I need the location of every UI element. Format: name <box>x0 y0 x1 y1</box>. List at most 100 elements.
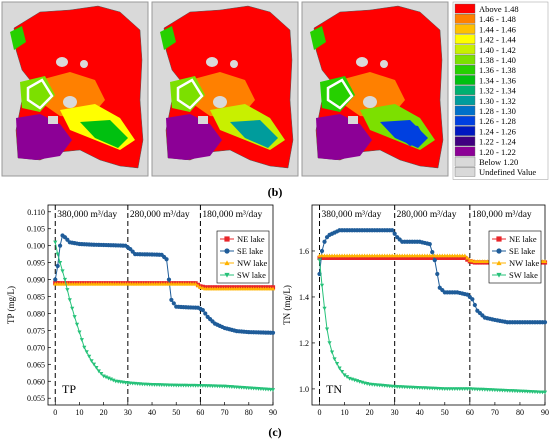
legend-label: Above 1.48 <box>479 4 519 14</box>
data-point <box>77 330 82 335</box>
data-point <box>496 248 502 254</box>
legend-label: 1.44 - 1.46 <box>479 24 516 34</box>
legend-label: 1.32 - 1.34 <box>479 86 517 96</box>
legend-label: 1.40 - 1.42 <box>479 45 516 55</box>
y-tick-label: 0.070 <box>27 343 45 352</box>
data-point <box>317 258 322 263</box>
data-point <box>332 357 337 362</box>
data-point <box>390 255 395 260</box>
data-point <box>367 255 372 260</box>
y-tick-label: 0.110 <box>27 208 45 217</box>
map-panel-1 <box>1 1 149 177</box>
island <box>48 116 58 124</box>
legend-label: SW lake <box>509 270 538 280</box>
legend-swatch <box>454 166 476 177</box>
data-point <box>164 257 169 262</box>
corner-label: TN <box>326 382 342 396</box>
legend-swatch <box>454 64 476 75</box>
chart-legend: NE lake SE lake NW lake SW lake <box>216 230 270 284</box>
map-panel-3 <box>301 1 449 177</box>
y-tick-label: 0.080 <box>27 309 45 318</box>
data-point <box>198 285 203 290</box>
data-point <box>169 297 174 303</box>
panel-label-c: (c) <box>268 425 281 439</box>
y-tick-label: 0.055 <box>27 394 45 403</box>
legend-label: 1.28 - 1.30 <box>479 106 516 116</box>
data-point <box>542 259 548 264</box>
data-point <box>62 277 68 282</box>
plot-frame <box>311 204 546 406</box>
data-point <box>103 375 109 380</box>
data-point <box>329 350 335 355</box>
sw-zone-purple <box>316 114 372 160</box>
legend-label: NW lake <box>237 258 268 268</box>
data-point <box>89 359 94 364</box>
tn-chart: 0 10 20 30 40 50 60 70 80 90 1.0 1.2 1.4 1.6 TN (mg/L)… <box>282 204 549 417</box>
data-point <box>430 255 435 260</box>
x-tick-label: 70 <box>221 408 229 417</box>
island <box>230 60 238 68</box>
y-tick-label: 0.060 <box>27 377 45 386</box>
data-point <box>342 373 347 378</box>
data-point <box>390 228 395 233</box>
legend-swatch <box>454 24 476 34</box>
legend-label: 1.24 - 1.26 <box>479 126 516 136</box>
data-point <box>370 255 375 260</box>
y-axis-label: TN (mg/L) <box>282 285 292 325</box>
data-point <box>377 255 382 260</box>
data-point <box>427 241 432 247</box>
data-point <box>410 255 415 260</box>
x-tick-label: 20 <box>366 408 374 417</box>
data-point <box>452 255 457 260</box>
series-se-lake <box>317 228 548 325</box>
data-point <box>74 322 80 327</box>
map-legend: Above 1.481.46 - 1.481.44 - 1.461.42 - 1… <box>452 1 549 180</box>
x-tick-label: 60 <box>466 408 474 417</box>
x-tick-label: 70 <box>491 408 499 417</box>
data-point <box>437 255 442 260</box>
legend-swatch <box>454 136 476 147</box>
data-point <box>385 255 390 260</box>
phase-label: 180,000 m³/day <box>472 210 532 220</box>
y-tick-label: 0.100 <box>27 242 45 251</box>
data-point <box>72 315 77 319</box>
data-point <box>360 255 365 260</box>
data-point <box>397 255 402 260</box>
legend-swatch <box>454 115 476 126</box>
phase-label: 380,000 m³/day <box>322 210 382 220</box>
data-point <box>53 277 58 282</box>
data-point <box>352 255 357 260</box>
data-point <box>337 255 342 260</box>
data-point <box>334 255 340 260</box>
data-point <box>87 354 92 359</box>
data-point <box>407 255 412 260</box>
data-point <box>319 248 325 254</box>
data-point <box>101 374 106 379</box>
x-tick-label: 40 <box>148 408 156 417</box>
data-point <box>84 350 89 354</box>
x-tick-label: 90 <box>541 408 549 417</box>
data-point <box>365 255 370 260</box>
legend-swatch <box>454 34 476 44</box>
series-nw-lake <box>53 281 276 291</box>
legend-swatch <box>454 95 476 106</box>
x-tick-label: 40 <box>416 408 424 417</box>
data-point <box>427 255 432 260</box>
data-point <box>91 362 97 367</box>
data-point <box>344 375 350 379</box>
nw-patch <box>160 26 176 50</box>
legend-swatch <box>454 146 476 157</box>
x-tick-label: 10 <box>341 408 349 417</box>
x-tick-label: 30 <box>391 408 399 417</box>
nw-patch <box>310 26 326 50</box>
data-point <box>65 288 70 292</box>
data-point <box>55 252 60 257</box>
data-point <box>339 369 345 374</box>
x-tick-label: 20 <box>100 408 108 417</box>
legend-label: 1.36 - 1.38 <box>479 65 516 75</box>
phase-label: 280,000 m³/day <box>397 210 457 220</box>
legend-label: SE lake <box>237 246 263 256</box>
data-point <box>322 239 327 244</box>
data-point <box>106 376 111 381</box>
